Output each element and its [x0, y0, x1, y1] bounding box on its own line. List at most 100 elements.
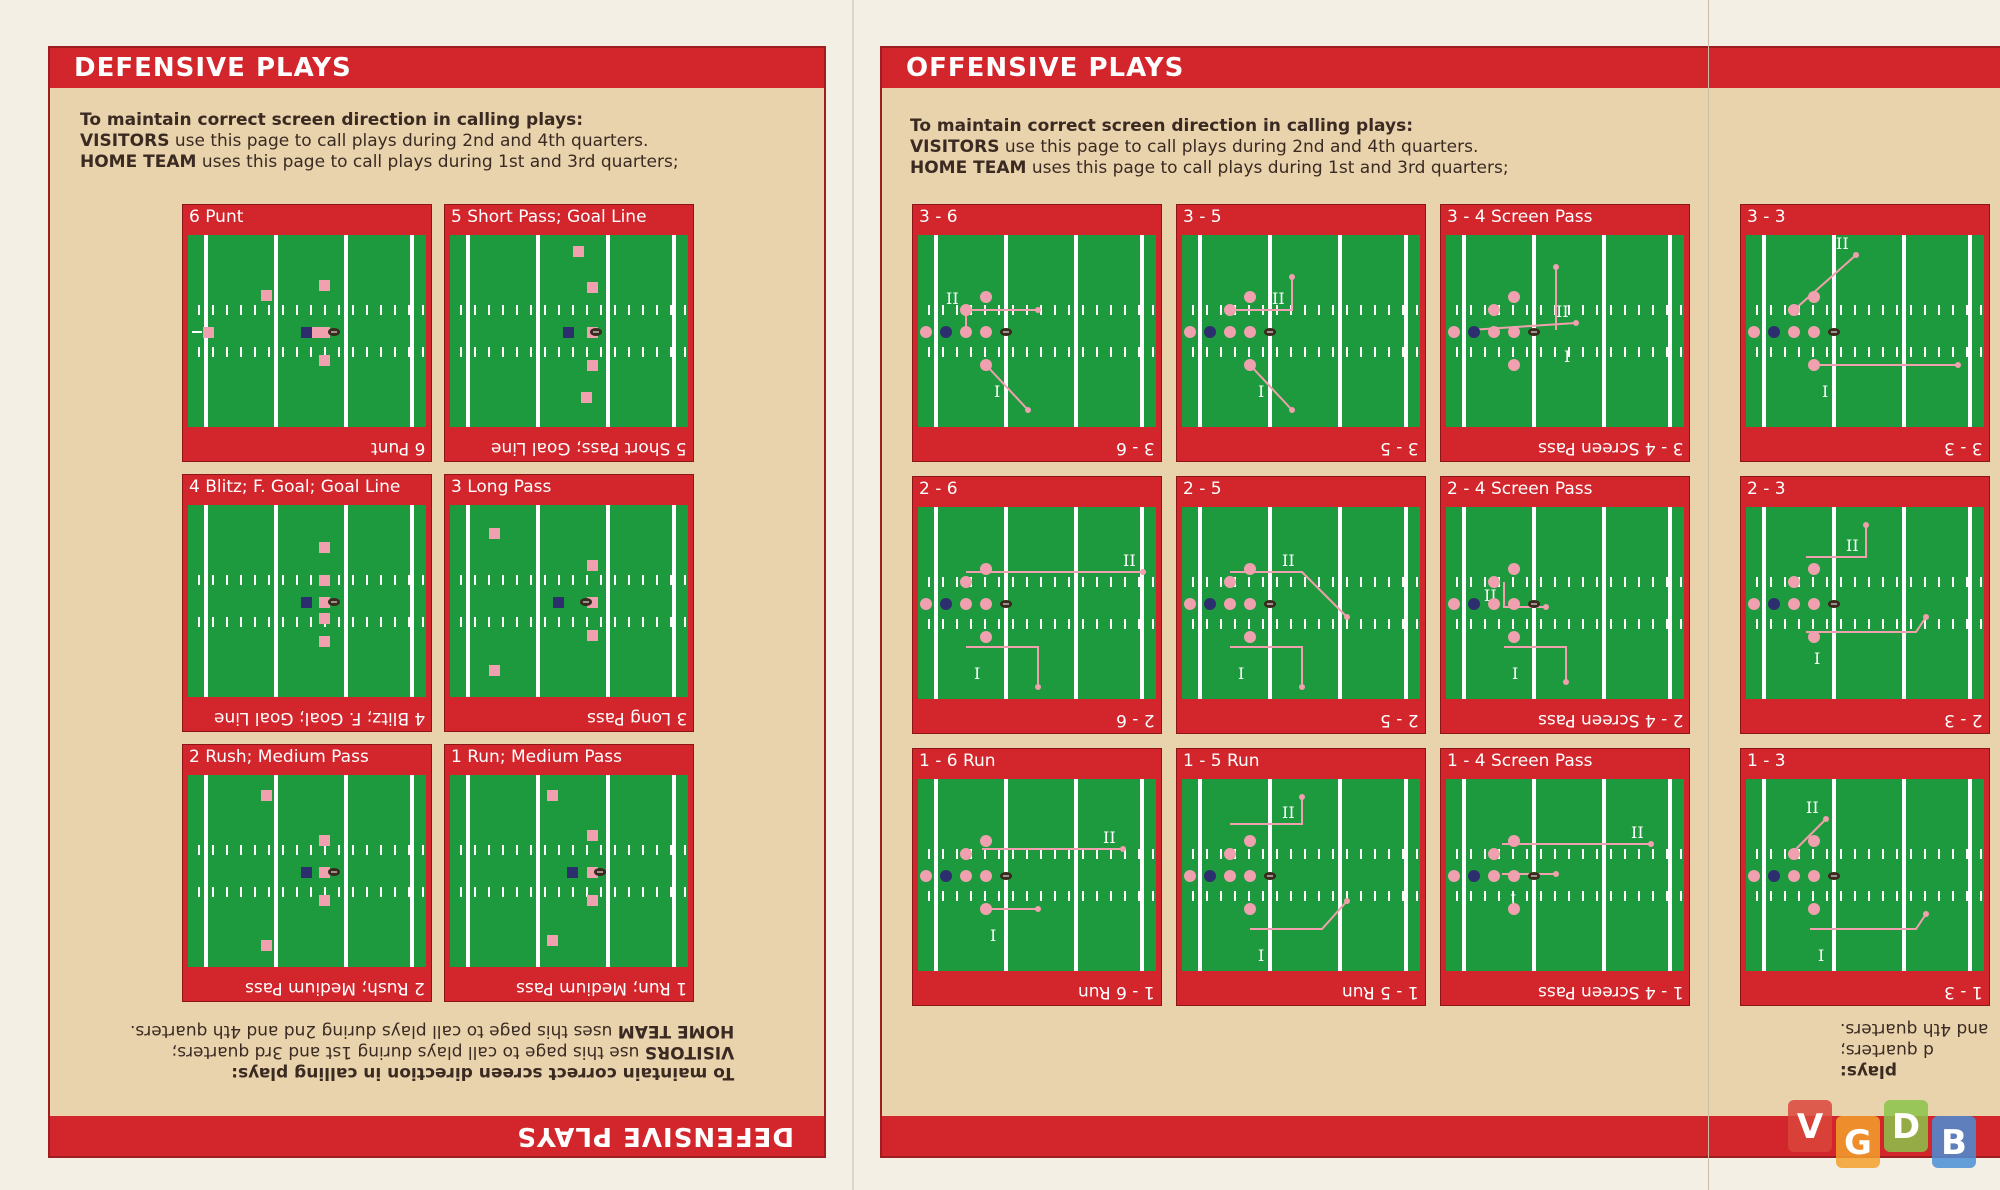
hash-mark [460, 575, 462, 585]
player-marker [1244, 870, 1256, 882]
hash-mark [1868, 577, 1870, 587]
yard-line [1902, 235, 1906, 427]
route-marker-two: II [1123, 551, 1136, 570]
route-end [1923, 911, 1929, 917]
play-label-flipped: 1 - 5 Run [1342, 982, 1419, 1002]
player-marker [1204, 598, 1216, 610]
player-marker [1244, 903, 1256, 915]
hash-mark [1304, 347, 1306, 357]
hash-mark [1882, 849, 1884, 859]
hash-mark [614, 347, 616, 357]
hash-mark [530, 575, 532, 585]
hash-mark [628, 575, 630, 585]
hash-mark [488, 347, 490, 357]
hash-mark [558, 575, 560, 585]
hash-mark [366, 845, 368, 855]
hash-mark [1868, 347, 1870, 357]
hash-mark [1568, 305, 1570, 315]
hash-mark [1966, 577, 1968, 587]
hash-mark [474, 305, 476, 315]
player-marker [1508, 903, 1520, 915]
home-team-label-flipped: HOME TEAM [617, 1021, 735, 1041]
route-end [1648, 841, 1654, 847]
player-marker [1788, 326, 1800, 338]
hash-mark [1054, 849, 1056, 859]
yard-line [274, 235, 278, 427]
hash-mark [1840, 891, 1842, 901]
hash-mark [670, 347, 672, 357]
hash-mark [352, 305, 354, 315]
player-marker [1184, 598, 1196, 610]
route-line [1793, 254, 1857, 311]
visitors-text: use this page to call plays during 2nd a… [999, 137, 1479, 157]
hash-mark [1262, 347, 1264, 357]
hash-mark [586, 887, 588, 897]
hash-mark [600, 887, 602, 897]
player-marker [1508, 563, 1520, 575]
hash-mark [970, 891, 972, 901]
hash-mark [1374, 849, 1376, 859]
hash-mark [502, 845, 504, 855]
hash-mark [1096, 305, 1098, 315]
player-marker [980, 870, 992, 882]
player-marker [1468, 598, 1480, 610]
player-marker [319, 355, 330, 366]
yard-line [536, 235, 540, 427]
hash-mark [1826, 849, 1828, 859]
hash-mark [684, 617, 686, 627]
hash-mark [1868, 619, 1870, 629]
player-marker [1508, 598, 1520, 610]
hash-mark [1388, 347, 1390, 357]
yard-line [1074, 235, 1078, 427]
player-marker [980, 598, 992, 610]
player-marker [980, 631, 992, 643]
hash-mark [1318, 849, 1320, 859]
hash-mark [1192, 849, 1194, 859]
hash-mark [338, 305, 340, 315]
hash-mark [1416, 619, 1418, 629]
hash-mark [956, 849, 958, 859]
hash-mark [1666, 619, 1668, 629]
hash-mark [212, 575, 214, 585]
route-line [1249, 364, 1293, 411]
hash-mark [1540, 619, 1542, 629]
hash-mark [282, 305, 284, 315]
page-fold [852, 0, 854, 1190]
play-label: 1 - 6 Run [919, 751, 996, 771]
hash-mark [1360, 849, 1362, 859]
hash-mark [1812, 577, 1814, 587]
hash-mark [1290, 849, 1292, 859]
hash-mark [1526, 619, 1528, 629]
field-diagram: III [1446, 235, 1684, 427]
hash-mark [1220, 619, 1222, 629]
player-marker [1448, 870, 1460, 882]
hash-mark [1082, 347, 1084, 357]
hash-mark [460, 305, 462, 315]
player-marker [960, 598, 972, 610]
hash-mark [1624, 619, 1626, 629]
hash-mark [544, 305, 546, 315]
hash-mark [1582, 849, 1584, 859]
hash-mark [268, 845, 270, 855]
player-marker [1808, 631, 1820, 643]
hash-mark [530, 305, 532, 315]
yard-line [1602, 507, 1606, 699]
hash-mark [1040, 619, 1042, 629]
route-end [1025, 407, 1031, 413]
player-marker [489, 665, 500, 676]
hash-mark [956, 305, 958, 315]
hash-mark [1152, 849, 1154, 859]
hash-mark [1096, 347, 1098, 357]
hash-mark [642, 575, 644, 585]
hash-mark [998, 577, 1000, 587]
hash-mark [1290, 347, 1292, 357]
hash-mark [1374, 577, 1376, 587]
defensive-play-card: 2 Rush; Medium Pass 2 Rush; Medium Pass [182, 744, 432, 1002]
hash-mark [670, 617, 672, 627]
hash-mark [1610, 849, 1612, 859]
hash-mark [1952, 619, 1954, 629]
hash-mark [1512, 347, 1514, 357]
hash-mark [1026, 849, 1028, 859]
hash-mark [338, 575, 340, 585]
hash-mark [1054, 305, 1056, 315]
